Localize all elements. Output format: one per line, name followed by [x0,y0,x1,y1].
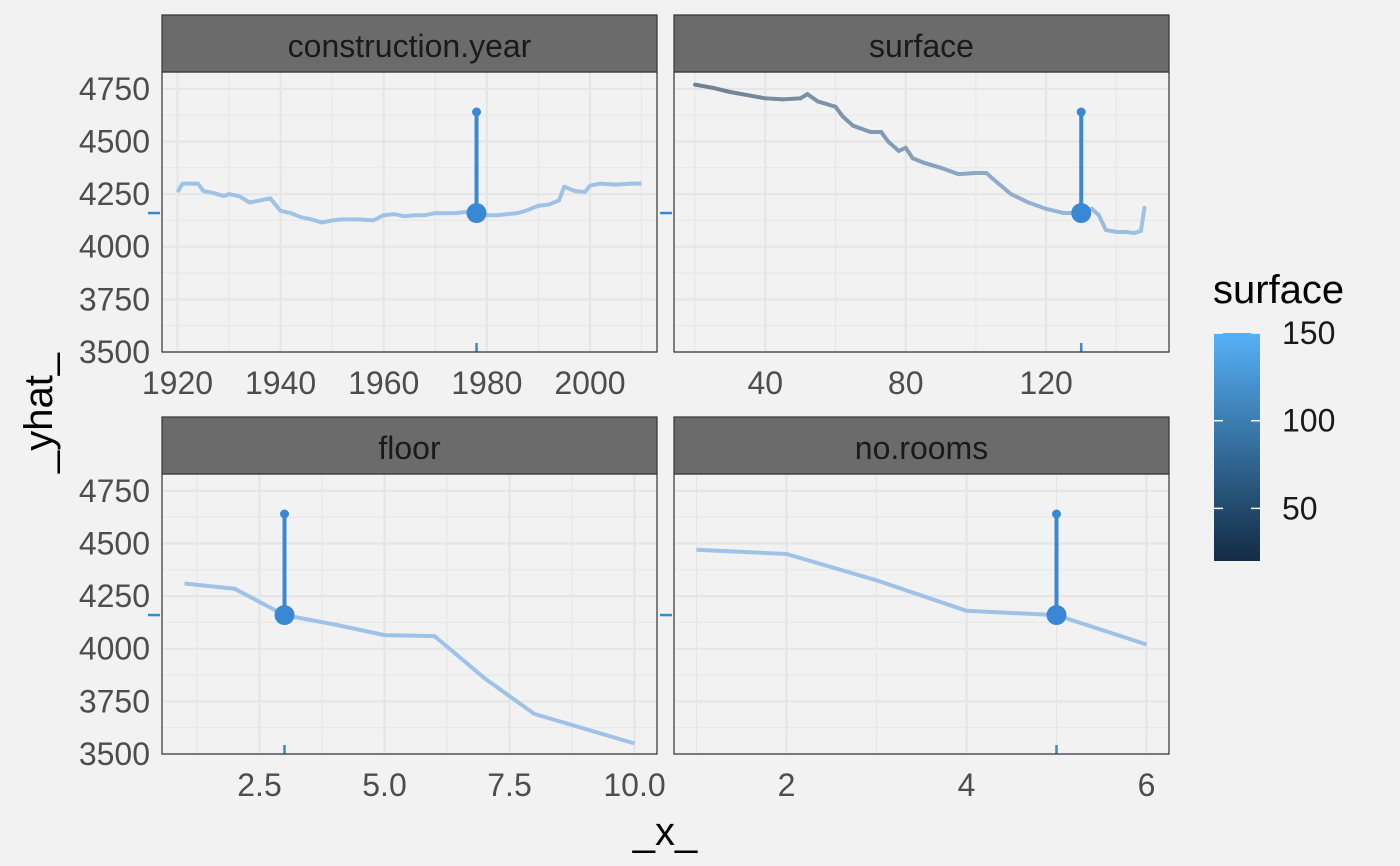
color-legend: surface 50 100 150 [1213,268,1344,561]
profile-line [184,581,636,746]
panel-background [162,72,657,352]
x-tick-label: 1940 [245,365,316,401]
profile-line-segment [763,96,785,102]
profile-line-segment [840,114,856,128]
profile-line-segment [903,145,915,161]
y-axis-title: _yhat_ [17,352,61,474]
profile-line-segment [1026,200,1049,211]
profile-line-segment [780,96,803,102]
x-tick-label: 6 [1138,767,1156,803]
profile-line-segment [956,171,978,177]
observation-stem-top [1052,509,1061,519]
profile-line [175,181,642,225]
y-tick-label: 3500 [79,736,150,772]
y-tick-label: 4000 [79,631,150,667]
x-axis-title: _x_ [632,810,698,854]
profile-line-segment [851,123,873,134]
profile-line-segment [1138,205,1147,233]
facet-panels: construction.year 3500 3750 4000 4250 4500 475… [79,14,1170,803]
observation-stem-top [1076,107,1086,117]
x-tick-label: 2 [778,767,796,803]
strip-label: floor [378,430,441,466]
strip-label: surface [869,28,974,64]
panel-surface: surface 40 80 120 [660,14,1170,401]
y-tick-label: 4250 [79,578,150,614]
panel-floor: floor 3500 3750 4000 4250 4500 4750 2.5 5.0 7.5 10… [79,416,666,803]
x-tick-label: 4 [958,767,976,803]
observation-point [1046,605,1067,626]
x-tick-label: 120 [1019,365,1072,401]
observation-stem-top [472,107,482,117]
profile-line-segment [1096,213,1108,232]
profile-line-segment [1009,192,1031,205]
x-tick-label: 2000 [554,365,625,401]
profile-line-segment [938,165,961,177]
strip-label: construction.year [288,28,532,64]
panel-no-rooms: no.rooms 2 4 6 [660,416,1170,803]
strip-label: no.rooms [855,430,988,466]
x-tick-label: 1960 [348,365,419,401]
y-tick-label: 4000 [79,229,150,265]
profile-line-segment [805,92,820,104]
y-tick-label: 4250 [79,176,150,212]
x-tick-label: 80 [888,365,924,401]
profile-line-segment [1044,206,1066,216]
x-tick-label: 40 [747,365,783,401]
x-tick-label: 2.5 [237,767,281,803]
profile-line-segment [710,85,733,94]
x-tick-label: 5.0 [362,767,406,803]
observation-point [466,203,487,224]
observation-stem-top [280,509,289,519]
y-tick-label: 4750 [79,71,150,107]
x-tick-label: 7.5 [487,767,531,803]
y-tick-label: 3500 [79,334,150,370]
observation-point [1071,203,1092,224]
y-tick-label: 4500 [79,123,150,159]
profile-line-segment [921,160,943,170]
observation-point [274,605,295,626]
strip-background [673,416,1170,475]
profile-line-segment [728,90,750,98]
profile-line-segment [815,99,838,109]
y-tick-label: 4500 [79,525,150,561]
y-tick-label: 3750 [79,683,150,719]
panel-construction-year: construction.year 3500 3750 4000 4250 4500 475… [79,14,658,401]
x-tick-label: 10.0 [603,767,665,803]
legend-tick-label: 100 [1282,403,1335,439]
legend-colorbar [1214,333,1260,561]
x-tick-label: 1980 [451,365,522,401]
profile-line-segment [886,139,901,153]
profile-line-segment [745,93,768,101]
profile-line-segment [693,82,715,90]
panel-background [674,474,1169,754]
strip-background [161,416,658,475]
y-tick-label: 3750 [79,281,150,317]
legend-title: surface [1213,268,1344,312]
profile-line-segment [991,177,1014,197]
legend-tick-label: 150 [1282,315,1335,351]
profile-line [696,547,1148,647]
legend-tick-label: 50 [1282,490,1318,526]
strip-background [673,14,1170,73]
panel-background [162,474,657,754]
y-tick-label: 4750 [79,473,150,509]
strip-background [161,14,658,73]
x-tick-label: 1920 [142,365,213,401]
